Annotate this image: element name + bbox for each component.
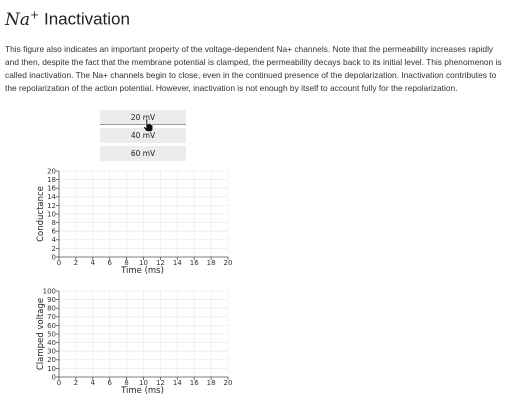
sodium-ion-symbol: Na+ — [5, 8, 40, 30]
voltage-x-tick-label: 14 — [173, 379, 182, 387]
conductance-x-tick-label: 12 — [156, 259, 165, 267]
voltage-y-tick-label: 60 — [47, 322, 56, 330]
voltage-20mv-button[interactable]: 20 mV — [100, 110, 186, 125]
conductance-x-tick-label: 4 — [91, 259, 96, 267]
voltage-x-tick-label: 20 — [224, 379, 233, 387]
voltage-y-tick-label: 80 — [47, 305, 56, 313]
conductance-y-tick-label: 4 — [52, 236, 57, 244]
conductance-y-tick-label: 2 — [52, 245, 56, 253]
conductance-x-tick-label: 16 — [190, 259, 199, 267]
voltage-x-tick-label: 6 — [107, 379, 112, 387]
conductance-y-tick-label: 12 — [47, 202, 56, 210]
voltage-x-tick-label: 16 — [190, 379, 199, 387]
conductance-y-axis-label: Conductance — [36, 186, 46, 242]
conductance-x-tick-label: 10 — [139, 259, 148, 267]
conductance-x-tick-label: 0 — [57, 259, 61, 267]
voltage-y-tick-label: 100 — [43, 287, 56, 295]
voltage-40mv-button[interactable]: 40 mV — [100, 128, 186, 143]
conductance-y-tick-label: 10 — [47, 210, 56, 218]
conductance-x-tick-label: 6 — [107, 259, 112, 267]
voltage-x-tick-label: 0 — [57, 379, 61, 387]
conductance-y-tick-label: 8 — [52, 219, 56, 227]
voltage-x-axis-label: Time (ms) — [120, 386, 164, 396]
voltage-y-tick-label: 30 — [47, 348, 56, 356]
conductance-y-tick-label: 20 — [47, 167, 56, 175]
page-title-text: Inactivation — [43, 9, 130, 29]
conductance-x-axis-label: Time (ms) — [120, 266, 164, 276]
conductance-x-tick-label: 8 — [124, 259, 128, 267]
conductance-x-tick-label: 18 — [207, 259, 216, 267]
voltage-x-tick-label: 12 — [156, 379, 165, 387]
conductance-x-tick-label: 20 — [224, 259, 233, 267]
voltage-y-tick-label: 50 — [47, 330, 56, 338]
sodium-symbol-charge: + — [30, 8, 40, 21]
voltage-y-tick-label: 20 — [47, 356, 56, 364]
voltage-y-tick-label: 90 — [47, 296, 56, 304]
voltage-x-tick-label: 4 — [91, 379, 96, 387]
voltage-60mv-button[interactable]: 60 mV — [100, 146, 186, 161]
voltage-x-tick-label: 10 — [139, 379, 148, 387]
page-title: Na+ Inactivation — [5, 8, 130, 30]
conductance-x-tick-label: 2 — [74, 259, 78, 267]
voltage-x-tick-label: 8 — [124, 379, 128, 387]
conductance-y-tick-label: 6 — [52, 228, 57, 236]
voltage-y-tick-label: 40 — [47, 339, 56, 347]
conductance-y-tick-label: 0 — [52, 253, 56, 261]
conductance-x-tick-label: 14 — [173, 259, 182, 267]
hand-pointer-icon — [142, 118, 154, 132]
voltage-y-tick-label: 10 — [47, 365, 56, 373]
voltage-y-tick-label: 70 — [47, 313, 56, 321]
conductance-y-tick-label: 16 — [47, 185, 56, 193]
voltage-y-axis-label: Clamped voltage — [36, 298, 46, 370]
voltage-y-tick-label: 0 — [52, 373, 56, 381]
sodium-symbol-base: Na — [5, 9, 31, 30]
clamped-voltage-chart: 0 2 4 6 8 10 12 14 16 18 200102030405060708090100T… — [36, 287, 233, 396]
voltage-x-tick-label: 2 — [74, 379, 78, 387]
description-paragraph: This figure also indicates an important … — [5, 44, 502, 93]
conductance-y-tick-label: 14 — [47, 193, 56, 201]
voltage-x-tick-label: 18 — [207, 379, 216, 387]
conductance-y-tick-label: 18 — [47, 176, 56, 184]
